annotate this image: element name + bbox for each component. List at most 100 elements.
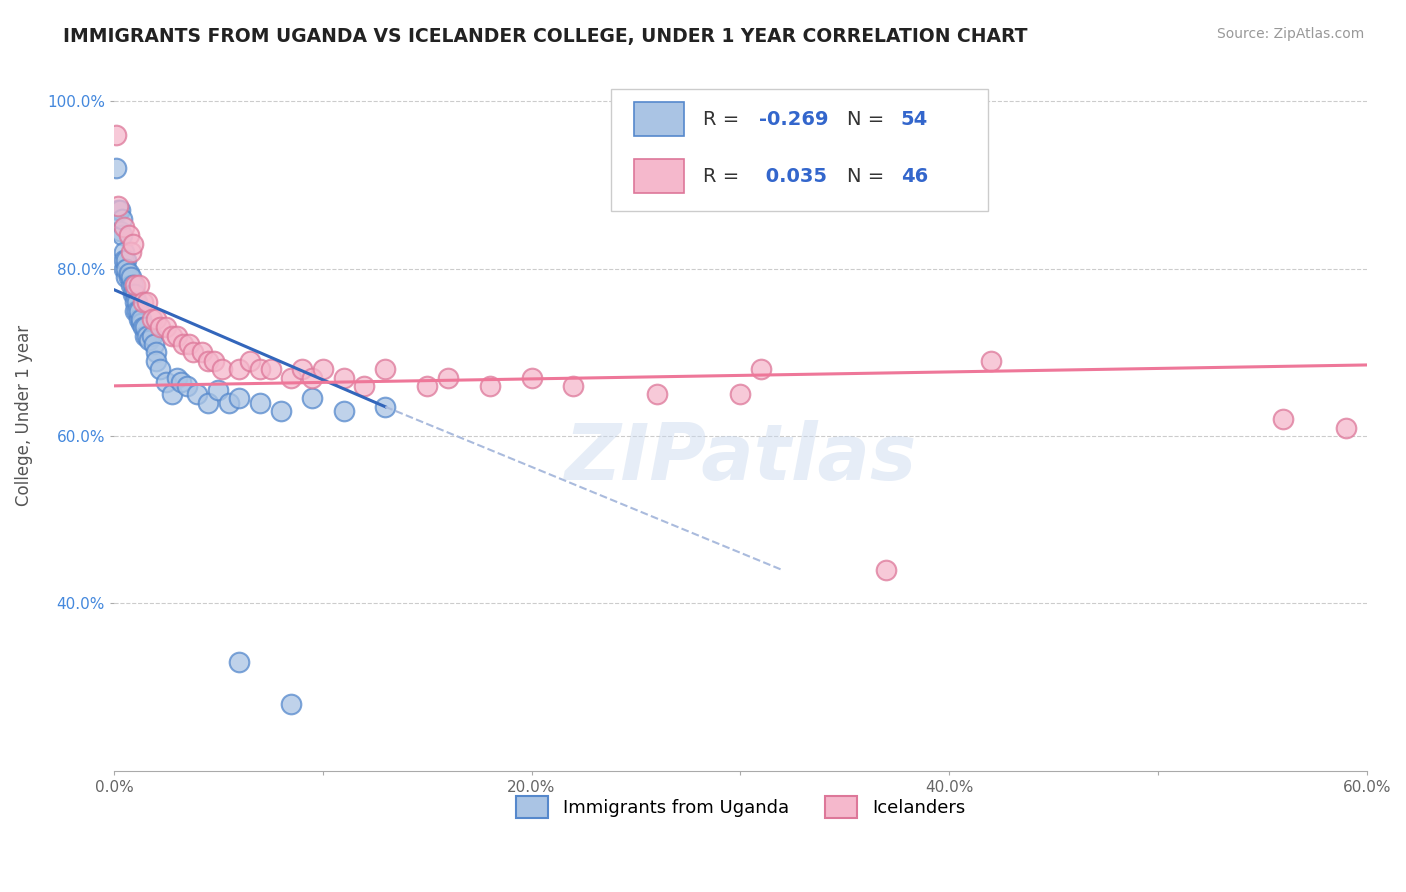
Point bbox=[108, 203, 131, 218]
Text: R =: R = bbox=[703, 110, 745, 128]
Point bbox=[112, 253, 135, 268]
Text: ZIPatlas: ZIPatlas bbox=[564, 420, 917, 496]
Point bbox=[112, 245, 135, 260]
Point bbox=[228, 392, 250, 406]
Point bbox=[121, 286, 143, 301]
Point bbox=[121, 236, 143, 251]
Point bbox=[228, 655, 250, 669]
Point bbox=[228, 362, 250, 376]
Point bbox=[270, 404, 292, 418]
Point bbox=[145, 353, 167, 368]
Point bbox=[170, 375, 193, 389]
Point bbox=[207, 383, 229, 397]
Point bbox=[111, 211, 134, 226]
Text: Source: ZipAtlas.com: Source: ZipAtlas.com bbox=[1216, 27, 1364, 41]
Point bbox=[107, 203, 129, 218]
Point bbox=[128, 303, 150, 318]
Text: N =: N = bbox=[846, 110, 890, 128]
Point bbox=[166, 328, 188, 343]
Point bbox=[125, 303, 148, 318]
Point bbox=[155, 320, 177, 334]
Point bbox=[291, 362, 314, 376]
Point bbox=[117, 228, 139, 243]
Point bbox=[478, 379, 501, 393]
Point bbox=[416, 379, 439, 393]
Point bbox=[124, 278, 146, 293]
Point bbox=[120, 245, 142, 260]
Text: 46: 46 bbox=[901, 167, 928, 186]
Point bbox=[332, 404, 354, 418]
Point bbox=[211, 362, 233, 376]
Point bbox=[176, 379, 198, 393]
Point bbox=[115, 270, 138, 285]
Point bbox=[136, 295, 159, 310]
Point bbox=[145, 345, 167, 359]
Point bbox=[149, 320, 172, 334]
Point bbox=[115, 261, 138, 276]
Text: R =: R = bbox=[703, 167, 745, 186]
Point bbox=[1334, 420, 1357, 434]
Point bbox=[162, 328, 184, 343]
Point bbox=[437, 370, 460, 384]
Point bbox=[124, 303, 146, 318]
Point bbox=[142, 337, 165, 351]
Point bbox=[280, 370, 302, 384]
Point bbox=[155, 375, 177, 389]
Point bbox=[280, 697, 302, 711]
Point bbox=[332, 370, 354, 384]
Point bbox=[520, 370, 543, 384]
Legend: Immigrants from Uganda, Icelanders: Immigrants from Uganda, Icelanders bbox=[509, 789, 972, 826]
Text: 54: 54 bbox=[901, 110, 928, 128]
Point bbox=[301, 370, 323, 384]
Point bbox=[197, 395, 219, 409]
Point bbox=[645, 387, 668, 401]
Point bbox=[239, 353, 262, 368]
Point bbox=[172, 337, 194, 351]
Point bbox=[190, 345, 212, 359]
Point bbox=[117, 266, 139, 280]
Point bbox=[312, 362, 335, 376]
Point bbox=[129, 316, 152, 330]
Point bbox=[259, 362, 281, 376]
Point bbox=[980, 353, 1002, 368]
Point bbox=[138, 333, 160, 347]
Point bbox=[117, 270, 139, 285]
FancyBboxPatch shape bbox=[634, 159, 683, 194]
Point bbox=[124, 295, 146, 310]
Point bbox=[353, 379, 375, 393]
Point bbox=[181, 345, 204, 359]
Point bbox=[136, 328, 159, 343]
Point bbox=[1272, 412, 1295, 426]
Point bbox=[145, 312, 167, 326]
Point bbox=[115, 253, 138, 268]
Point bbox=[112, 219, 135, 234]
Point bbox=[112, 261, 135, 276]
Point bbox=[249, 362, 271, 376]
Point bbox=[162, 387, 184, 401]
Point bbox=[108, 224, 131, 238]
Point bbox=[120, 278, 142, 293]
Point bbox=[197, 353, 219, 368]
Point bbox=[132, 295, 155, 310]
Point bbox=[132, 320, 155, 334]
Text: N =: N = bbox=[846, 167, 890, 186]
Point bbox=[124, 286, 146, 301]
Text: 0.035: 0.035 bbox=[759, 167, 827, 186]
Point bbox=[120, 270, 142, 285]
Point bbox=[128, 278, 150, 293]
Point bbox=[125, 295, 148, 310]
Point bbox=[186, 387, 208, 401]
Point bbox=[374, 362, 396, 376]
Point bbox=[128, 312, 150, 326]
Point bbox=[876, 563, 898, 577]
Point bbox=[202, 353, 225, 368]
Point bbox=[107, 199, 129, 213]
Point bbox=[218, 395, 240, 409]
Point bbox=[374, 400, 396, 414]
Point bbox=[149, 362, 172, 376]
Point bbox=[177, 337, 200, 351]
Point bbox=[129, 312, 152, 326]
Point bbox=[141, 328, 163, 343]
Text: -0.269: -0.269 bbox=[759, 110, 828, 128]
Point bbox=[111, 228, 134, 243]
